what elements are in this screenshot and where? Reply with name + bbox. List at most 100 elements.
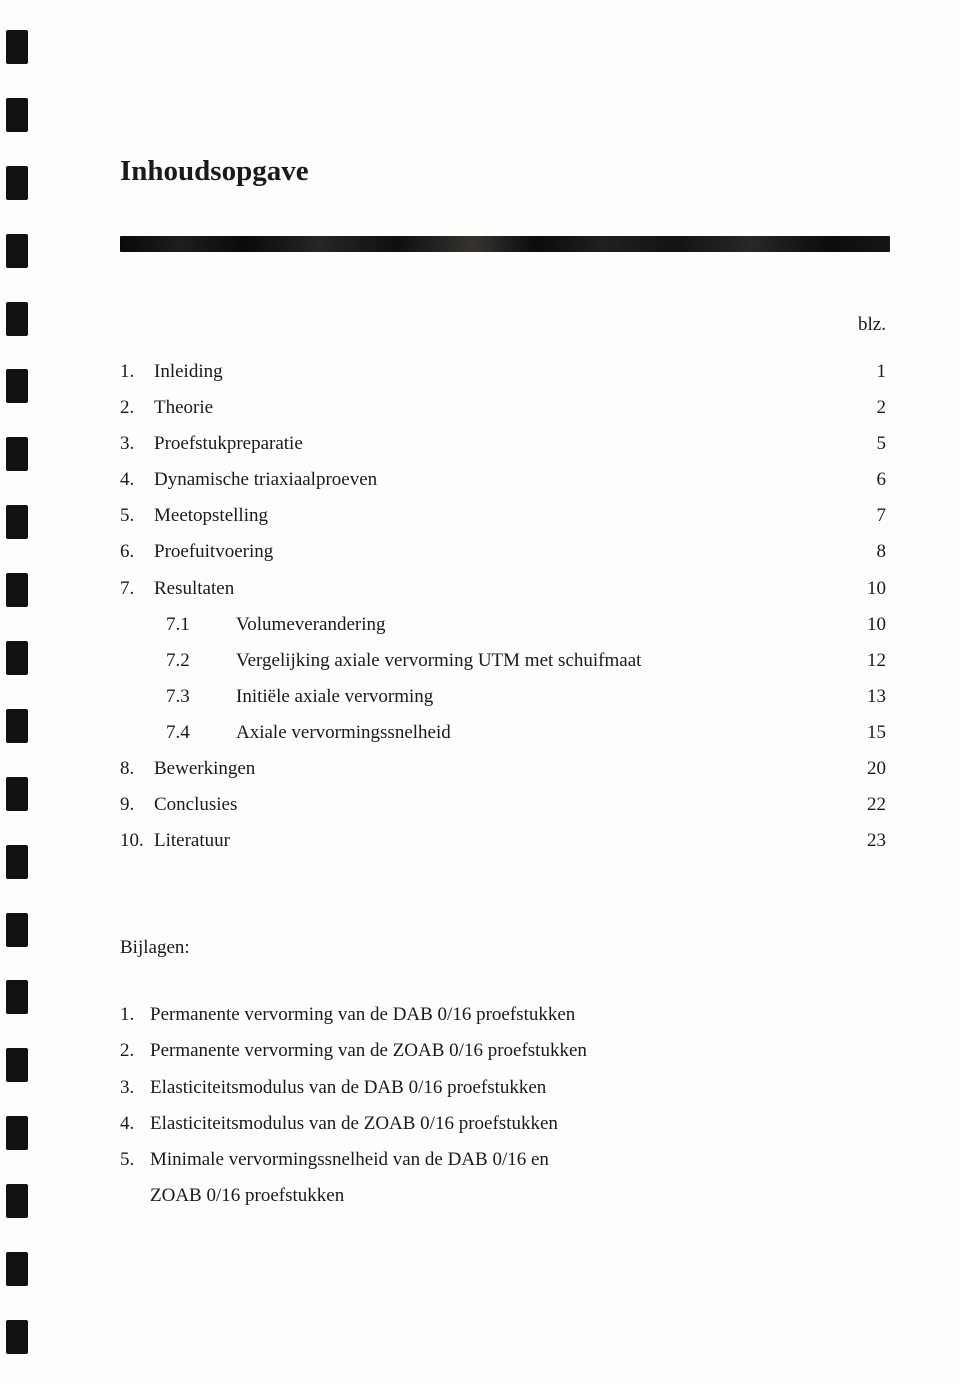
table-of-contents: 1.Inleiding12.Theorie23.Proefstukprepara… [120, 354, 890, 859]
toc-entry-number: 3. [120, 426, 154, 462]
toc-entry-title: Initiële axiale vervorming [236, 679, 433, 715]
toc-entry-title: Proefstukpreparatie [154, 426, 303, 462]
binding-mark [6, 98, 28, 132]
toc-entry-number: 1. [120, 354, 154, 390]
toc-entry-page: 6 [850, 462, 890, 498]
toc-entry-page: 2 [850, 390, 890, 426]
toc-entry-label: 5.Meetopstelling [120, 498, 268, 534]
toc-entry-title: Bewerkingen [154, 751, 255, 787]
toc-entry-number: 2. [120, 390, 154, 426]
toc-entry-label: 4.Dynamische triaxiaalproeven [120, 462, 377, 498]
toc-entry-label: 8.Bewerkingen [120, 751, 255, 787]
toc-row: 7.2Vergelijking axiale vervorming UTM me… [120, 643, 890, 679]
binding-mark [6, 1252, 28, 1286]
toc-entry-number: 7. [120, 571, 154, 607]
binding-mark [6, 573, 28, 607]
toc-entry-number: 7.2 [166, 643, 236, 679]
toc-row: 2.Theorie 2 [120, 390, 890, 426]
page-column-header: blz. [120, 314, 890, 336]
toc-entry-label: 6.Proefuitvoering [120, 534, 273, 570]
toc-entry-label: 7.Resultaten [120, 571, 234, 607]
toc-entry-title: Meetopstelling [154, 498, 268, 534]
appendix-continuation-text: ZOAB 0/16 proefstukken [120, 1178, 344, 1214]
toc-row: 3.Proefstukpreparatie 5 [120, 426, 890, 462]
binding-mark [6, 1320, 28, 1354]
toc-entry-title: Volumeverandering [236, 607, 386, 643]
appendix-title: Elasticiteitsmodulus van de DAB 0/16 pro… [150, 1070, 546, 1106]
toc-entry-page: 10 [850, 571, 890, 607]
appendix-number: 2. [120, 1033, 150, 1069]
appendix-number: 3. [120, 1070, 150, 1106]
toc-entry-label: 3.Proefstukpreparatie [120, 426, 303, 462]
page-content: Inhoudsopgave blz. 1.Inleiding12.Theorie… [120, 155, 890, 1214]
toc-entry-page: 12 [850, 643, 890, 679]
appendix-number: 5. [120, 1142, 150, 1178]
toc-entry-label: 2.Theorie [120, 390, 213, 426]
toc-entry-title: Resultaten [154, 571, 234, 607]
toc-entry-number: 8. [120, 751, 154, 787]
binding-mark [6, 1184, 28, 1218]
binding-mark [6, 505, 28, 539]
binding-mark [6, 1116, 28, 1150]
appendix-row: 1.Permanente vervorming van de DAB 0/16 … [120, 997, 890, 1033]
toc-entry-number: 10. [120, 823, 154, 859]
toc-row: 1.Inleiding 1 [120, 354, 890, 390]
toc-entry-label: 7.3Initiële axiale vervorming [120, 679, 433, 715]
page-title: Inhoudsopgave [120, 155, 890, 188]
appendix-title: Permanente vervorming van de DAB 0/16 pr… [150, 997, 575, 1033]
appendix-row: 2.Permanente vervorming van de ZOAB 0/16… [120, 1033, 890, 1069]
binding-marks [6, 0, 40, 1384]
toc-entry-label: 7.2Vergelijking axiale vervorming UTM me… [120, 643, 641, 679]
binding-mark [6, 166, 28, 200]
toc-row: 5.Meetopstelling7 [120, 498, 890, 534]
toc-row: 10.Literatuur 23 [120, 823, 890, 859]
toc-entry-number: 4. [120, 462, 154, 498]
toc-entry-page: 5 [850, 426, 890, 462]
binding-mark [6, 1048, 28, 1082]
appendix-number: 4. [120, 1106, 150, 1142]
toc-row: 9.Conclusies22 [120, 787, 890, 823]
toc-row: 7.4Axiale vervormingssnelheid 15 [120, 715, 890, 751]
binding-mark [6, 234, 28, 268]
toc-entry-page: 20 [850, 751, 890, 787]
toc-entry-number: 7.4 [166, 715, 236, 751]
appendix-row-continuation: ZOAB 0/16 proefstukken [120, 1178, 890, 1214]
toc-entry-page: 13 [850, 679, 890, 715]
toc-row: 6.Proefuitvoering8 [120, 534, 890, 570]
toc-entry-label: 9.Conclusies [120, 787, 237, 823]
appendices-heading: Bijlagen: [120, 937, 890, 959]
toc-entry-label: 1.Inleiding [120, 354, 223, 390]
toc-entry-number: 9. [120, 787, 154, 823]
toc-row: 7.1Volumeverandering10 [120, 607, 890, 643]
toc-row: 4.Dynamische triaxiaalproeven 6 [120, 462, 890, 498]
toc-entry-label: 7.4Axiale vervormingssnelheid [120, 715, 451, 751]
appendix-row: 3.Elasticiteitsmodulus van de DAB 0/16 p… [120, 1070, 890, 1106]
binding-mark [6, 913, 28, 947]
toc-row: 7.3Initiële axiale vervorming 13 [120, 679, 890, 715]
toc-entry-title: Conclusies [154, 787, 237, 823]
toc-row: 7.Resultaten 10 [120, 571, 890, 607]
toc-entry-label: 10.Literatuur [120, 823, 230, 859]
appendices-list: 1.Permanente vervorming van de DAB 0/16 … [120, 997, 890, 1214]
binding-mark [6, 845, 28, 879]
binding-mark [6, 30, 28, 64]
toc-row: 8.Bewerkingen 20 [120, 751, 890, 787]
separator-bar [120, 236, 890, 252]
toc-entry-page: 23 [850, 823, 890, 859]
binding-mark [6, 302, 28, 336]
toc-entry-title: Inleiding [154, 354, 223, 390]
appendix-row: 4.Elasticiteitsmodulus van de ZOAB 0/16 … [120, 1106, 890, 1142]
toc-entry-title: Theorie [154, 390, 213, 426]
toc-entry-number: 5. [120, 498, 154, 534]
binding-mark [6, 777, 28, 811]
toc-entry-title: Vergelijking axiale vervorming UTM met s… [236, 643, 641, 679]
toc-entry-number: 7.1 [166, 607, 236, 643]
appendix-title: Permanente vervorming van de ZOAB 0/16 p… [150, 1033, 587, 1069]
binding-mark [6, 641, 28, 675]
toc-entry-number: 6. [120, 534, 154, 570]
toc-entry-page: 15 [850, 715, 890, 751]
binding-mark [6, 980, 28, 1014]
toc-entry-title: Axiale vervormingssnelheid [236, 715, 451, 751]
toc-entry-page: 1 [850, 354, 890, 390]
toc-entry-number: 7.3 [166, 679, 236, 715]
